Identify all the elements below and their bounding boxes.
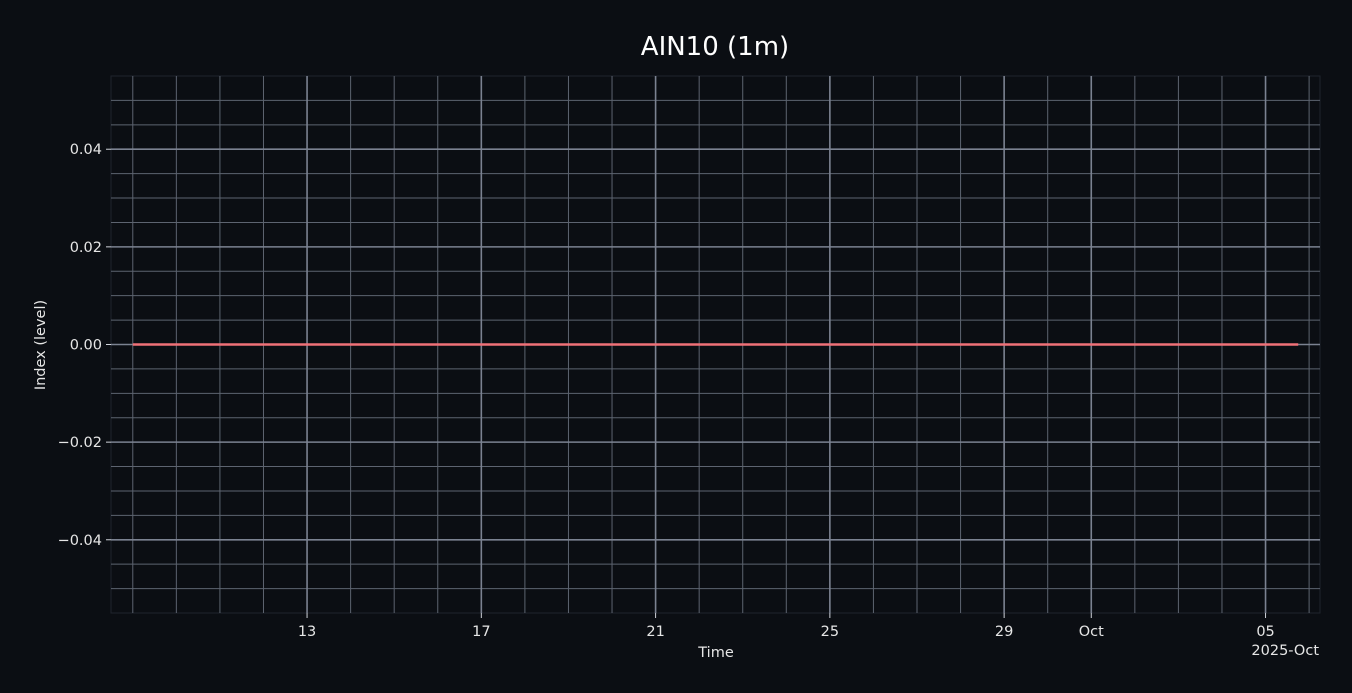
- y-tick-label: −0.02: [58, 435, 102, 451]
- x-axis-offset-label: 2025-Oct: [1251, 643, 1319, 659]
- x-tick-label: 05: [1256, 624, 1274, 640]
- x-axis-label: Time: [697, 645, 734, 661]
- y-axis-ticks: −0.04 −0.02 0.00 0.02 0.04: [58, 142, 111, 549]
- y-axis-label: Index (level): [33, 300, 49, 390]
- y-tick-label: 0.00: [70, 338, 102, 354]
- x-tick-label: 25: [821, 624, 839, 640]
- x-axis-ticks: 13 17 21 25 29 Oct 05: [298, 613, 1275, 640]
- y-tick-label: −0.04: [58, 533, 102, 549]
- x-tick-label: 29: [995, 624, 1013, 640]
- x-tick-label: 13: [298, 624, 316, 640]
- y-tick-label: 0.04: [70, 142, 102, 158]
- x-tick-label: 17: [472, 624, 490, 640]
- x-tick-label: Oct: [1079, 624, 1104, 640]
- chart-title: AIN10 (1m): [641, 32, 789, 62]
- y-tick-label: 0.02: [70, 240, 102, 256]
- x-tick-label: 21: [646, 624, 664, 640]
